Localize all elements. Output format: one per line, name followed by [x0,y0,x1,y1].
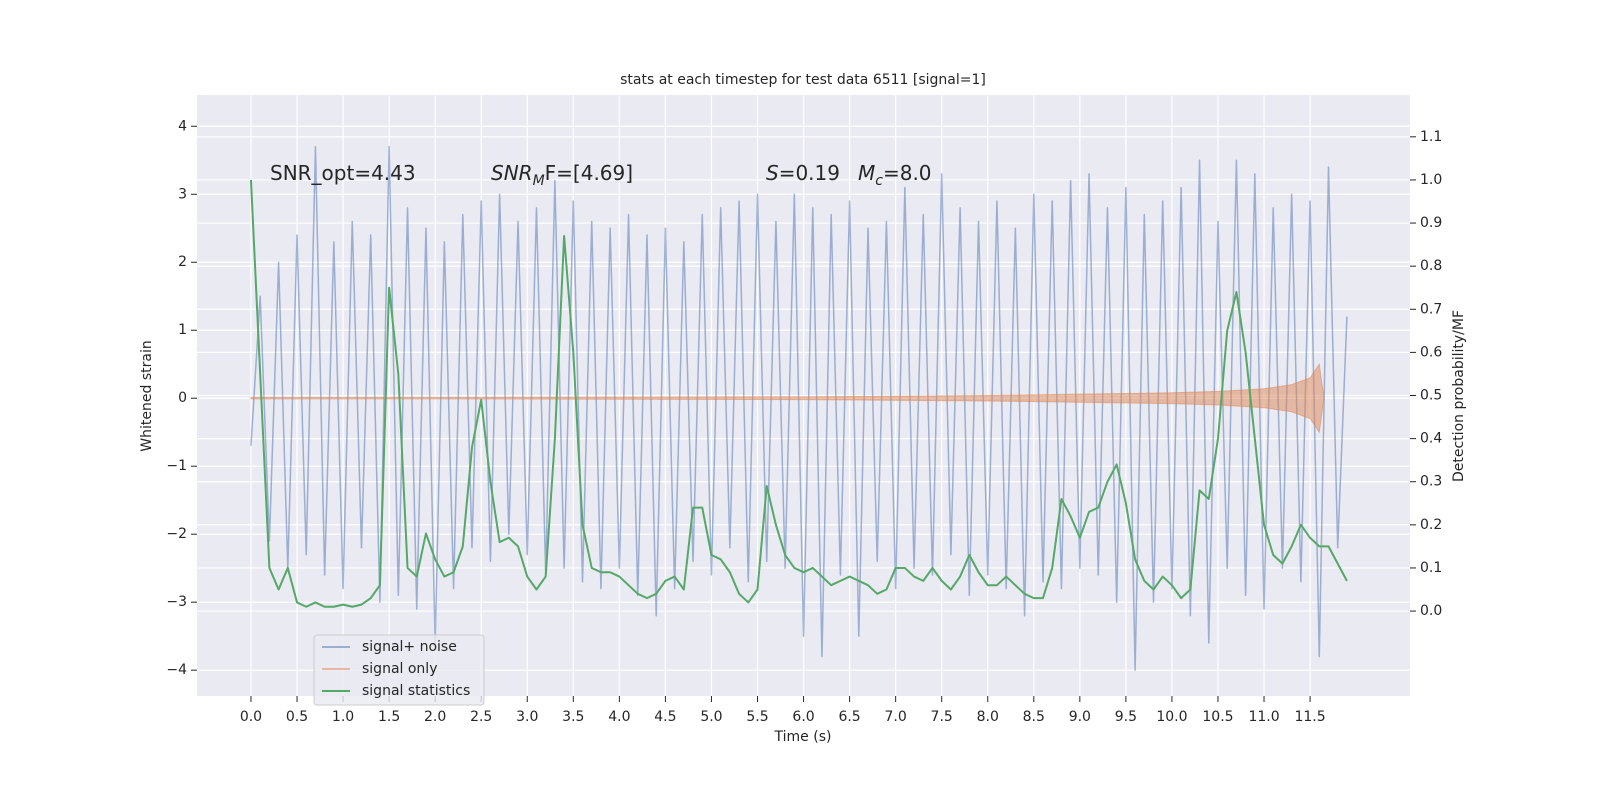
annotation-part: SNR [491,161,533,185]
y-tick-label: 2 [178,254,187,270]
y-tick-label: 1 [178,322,187,338]
x-tick-label: 9.0 [1069,709,1091,725]
x-tick-label: 1.5 [378,709,400,725]
x-axis-label: Time (s) [774,729,832,745]
annotation-part: =8.0 [883,161,932,185]
y-tick-label: 4 [178,118,187,134]
legend-box [313,634,485,706]
x-tick-label: 10.0 [1156,709,1187,725]
y2-tick-label: 0.5 [1420,388,1442,404]
x-tick-label: 8.0 [977,709,999,725]
series-line [249,179,1348,608]
annotation: Mc=8.0 [858,161,932,189]
y-tick-label: 3 [178,186,187,202]
x-tick-label: 2.5 [470,709,492,725]
annotation-part: =0.19 [779,161,840,185]
annotation-part: SNR_opt=4.43 [270,161,416,185]
series-line [250,145,1348,671]
x-tick-label: 11.0 [1248,709,1279,725]
y2-tick-label: 0.6 [1420,344,1442,360]
x-tick-label: 7.5 [931,709,953,725]
y-tick-label: 0 [178,390,187,406]
x-tick-label: 8.5 [1023,709,1045,725]
y2-tick-label: 1.0 [1420,172,1442,188]
y-tick-label: −1 [166,458,187,474]
y2-tick-label: 0.4 [1420,431,1442,447]
x-tick-label: 4.5 [654,709,676,725]
annotation: SNR_opt=4.43 [270,161,416,185]
x-tick-label: 1.0 [332,709,354,725]
y-axis-label: Whitened strain [139,340,155,451]
x-tick-label: 3.5 [562,709,584,725]
annotation-part: M [533,173,545,189]
y2-axis-label: Detection probability/MF [1451,310,1467,482]
annotation: S=0.19 [766,161,840,185]
x-tick-label: 5.0 [700,709,722,725]
y2-tick-label: 1.1 [1420,129,1442,145]
legend-label: signal statistics [362,683,470,699]
annotation-part: S [766,161,779,185]
x-tick-label: 2.0 [424,709,446,725]
y2-tick-label: 0.0 [1420,603,1442,619]
x-tick-label: 5.5 [746,709,768,725]
chart-title: stats at each timestep for test data 651… [620,72,986,88]
annotation-part: F=[4.69] [545,161,633,185]
y-tick-label: −2 [166,526,187,542]
y-tick-label: −4 [166,662,187,678]
x-tick-label: 6.5 [838,709,860,725]
annotation-part: c [875,173,883,189]
x-tick-label: 3.0 [516,709,538,725]
y2-tick-label: 0.8 [1420,258,1442,274]
annotation-part: M [858,161,875,185]
x-tick-label: 4.0 [608,709,630,725]
x-tick-label: 11.5 [1294,709,1325,725]
y-tick-label: −3 [166,594,187,610]
x-tick-label: 6.0 [792,709,814,725]
y2-tick-label: 0.7 [1420,301,1442,317]
signal-area [250,362,1325,434]
x-tick-label: 7.0 [885,709,907,725]
y2-tick-label: 0.9 [1420,215,1442,231]
legend-label: signal+ noise [362,639,457,655]
y2-tick-label: 0.2 [1420,517,1442,533]
annotation: SNRMF=[4.69] [491,161,633,189]
x-tick-label: 9.5 [1115,709,1137,725]
legend-label: signal only [362,661,437,677]
y2-tick-label: 0.3 [1420,474,1442,490]
x-tick-label: 10.5 [1202,709,1233,725]
x-tick-label: 0.5 [286,709,308,725]
y2-tick-label: 0.1 [1420,560,1442,576]
x-tick-label: 0.0 [240,709,262,725]
